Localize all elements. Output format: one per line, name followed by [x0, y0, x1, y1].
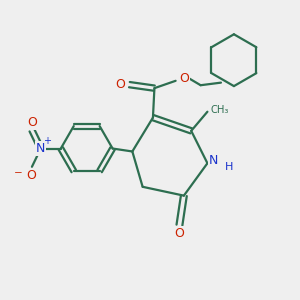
Text: CH₃: CH₃ [211, 105, 229, 115]
Text: O: O [27, 116, 37, 128]
Text: −: − [14, 168, 23, 178]
Text: N: N [209, 154, 219, 167]
Text: O: O [116, 77, 125, 91]
Text: N: N [36, 142, 45, 155]
Text: H: H [224, 162, 233, 172]
Text: O: O [175, 227, 184, 240]
Text: O: O [179, 72, 189, 85]
Text: O: O [26, 169, 36, 182]
Text: +: + [43, 136, 51, 146]
